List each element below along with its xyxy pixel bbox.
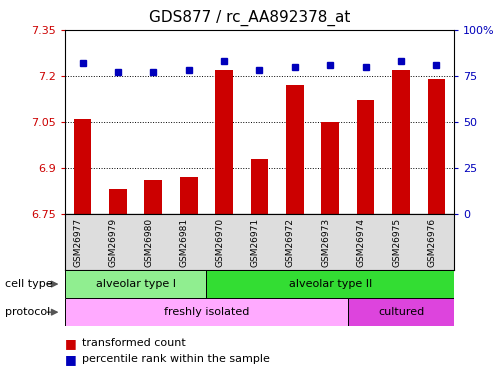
Text: GSM26974: GSM26974 [357, 218, 366, 267]
Text: GSM26975: GSM26975 [392, 218, 401, 267]
Bar [207, 270, 454, 298]
Text: GSM26979: GSM26979 [109, 218, 118, 267]
Bar [109, 189, 127, 214]
Text: alveolar type II: alveolar type II [288, 279, 372, 289]
Bar [180, 177, 198, 214]
Text: GSM26976: GSM26976 [428, 218, 437, 267]
Bar [65, 270, 207, 298]
Bar [65, 298, 348, 326]
Text: GSM26970: GSM26970 [215, 218, 224, 267]
Bar [74, 119, 91, 214]
Text: cell type: cell type [5, 279, 52, 289]
Text: transformed count: transformed count [82, 338, 186, 348]
Text: percentile rank within the sample: percentile rank within the sample [82, 354, 270, 364]
Text: GSM26972: GSM26972 [286, 218, 295, 267]
Text: ■: ■ [65, 353, 77, 366]
Bar [392, 70, 410, 214]
Text: GSM26980: GSM26980 [144, 218, 153, 267]
Text: protocol: protocol [5, 307, 50, 317]
Text: freshly isolated: freshly isolated [164, 307, 249, 317]
Bar [250, 159, 268, 214]
Bar [215, 70, 233, 214]
Bar [428, 79, 445, 214]
Text: GSM26971: GSM26971 [250, 218, 259, 267]
Text: alveolar type I: alveolar type I [96, 279, 176, 289]
Text: GDS877 / rc_AA892378_at: GDS877 / rc_AA892378_at [149, 9, 350, 26]
Bar [145, 180, 162, 214]
Text: GSM26977: GSM26977 [73, 218, 82, 267]
Text: GSM26981: GSM26981 [180, 218, 189, 267]
Text: cultured: cultured [378, 307, 424, 317]
Bar [357, 100, 374, 214]
Bar [321, 122, 339, 214]
Text: ■: ■ [65, 337, 77, 350]
Bar [348, 298, 454, 326]
Text: GSM26973: GSM26973 [321, 218, 330, 267]
Bar [286, 85, 304, 214]
